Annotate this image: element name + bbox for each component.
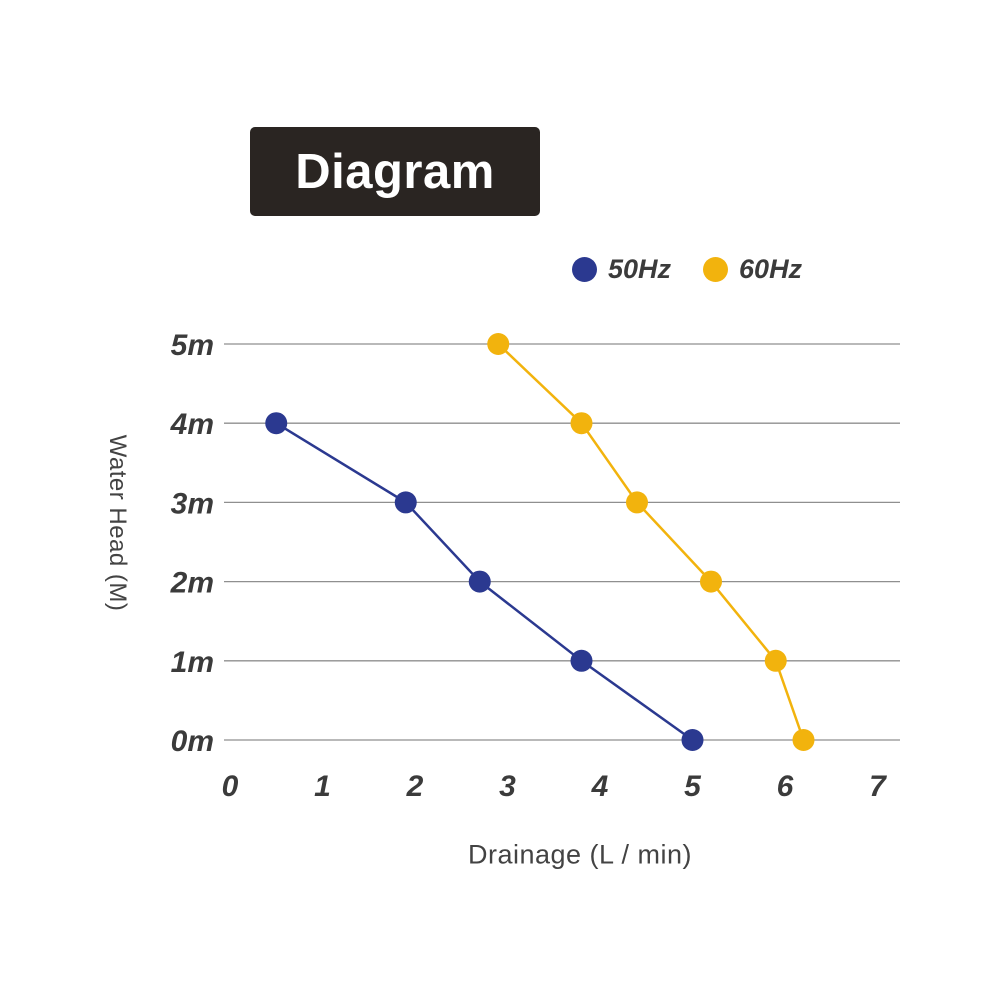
data-point (468, 570, 491, 593)
y-axis-label: Water Head (M) (104, 434, 131, 612)
chart-title-box: Diagram (250, 127, 540, 216)
legend-label: 60Hz (739, 254, 803, 284)
series-line (497, 343, 805, 741)
y-tick-label: 5m (171, 329, 214, 362)
y-tick-label: 0m (171, 725, 214, 758)
x-tick-label: 2 (406, 770, 424, 803)
x-tick-label: 3 (499, 770, 516, 803)
y-tick-label: 4m (170, 408, 214, 441)
y-tick-label: 2m (170, 567, 214, 600)
x-tick-label: 6 (777, 770, 794, 803)
x-tick-label: 1 (314, 770, 331, 803)
legend-dot-icon (703, 257, 729, 282)
y-tick-label: 3m (171, 487, 214, 520)
data-point (487, 333, 510, 355)
legend-dot-icon (572, 257, 597, 282)
data-point (570, 412, 593, 435)
x-axis-label: Drainage (L / min) (467, 839, 693, 870)
x-tick-label: 5 (684, 770, 702, 803)
legend-item: 60Hz (703, 254, 802, 285)
x-tick-label: 4 (591, 770, 609, 803)
data-point (626, 491, 648, 514)
x-tick-label: 0 (222, 770, 239, 803)
legend: 50Hz 60Hz (572, 254, 802, 285)
data-point (792, 729, 815, 751)
data-point (764, 649, 787, 672)
x-tick-label: 7 (869, 770, 887, 803)
data-point (700, 570, 722, 593)
data-point (394, 491, 417, 514)
data-point (570, 649, 593, 672)
y-tick-label: 1m (171, 646, 214, 679)
data-point (681, 729, 704, 751)
chart-title: Diagram (295, 144, 495, 199)
data-point (265, 412, 288, 435)
legend-item: 50Hz (572, 254, 671, 285)
legend-label: 50Hz (608, 254, 672, 284)
